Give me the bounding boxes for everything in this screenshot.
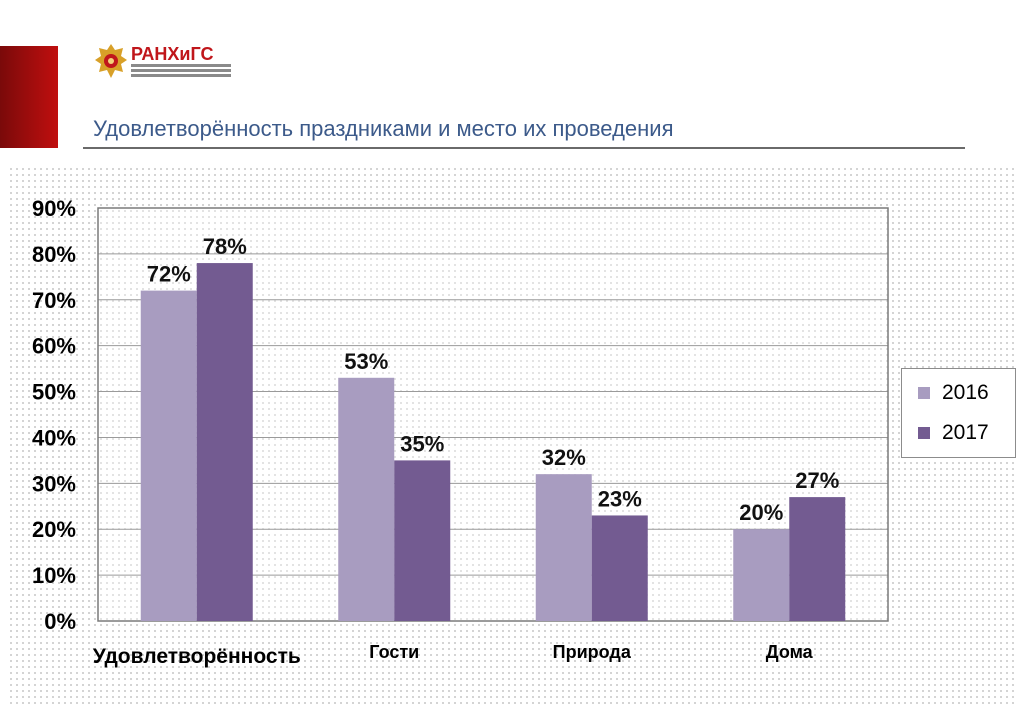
emblem-icon (95, 44, 127, 78)
data-label: 32% (542, 445, 586, 470)
bar (733, 529, 790, 621)
y-tick-label: 0% (44, 609, 76, 634)
y-tick-label: 90% (32, 196, 76, 221)
bar (535, 474, 592, 621)
y-tick-label: 50% (32, 380, 76, 405)
legend-swatch-2017 (918, 427, 930, 439)
accent-bar (0, 46, 58, 148)
plot-border (97, 207, 889, 622)
legend-label-2017: 2017 (942, 421, 989, 444)
y-tick-label: 10% (32, 563, 76, 588)
y-tick-label: 40% (32, 425, 76, 450)
title-divider (83, 147, 965, 149)
y-tick-label: 80% (32, 242, 76, 267)
bar (140, 290, 197, 621)
data-label: 35% (400, 431, 444, 456)
y-tick-label: 20% (32, 517, 76, 542)
legend-swatch-2016 (918, 387, 930, 399)
y-tick-label: 30% (32, 471, 76, 496)
chart-legend: 2016 2017 (901, 368, 1016, 458)
data-label: 78% (203, 234, 247, 259)
bar (338, 377, 395, 621)
data-label: 27% (795, 468, 839, 493)
x-tick-label: Природа (553, 642, 632, 662)
data-label: 72% (147, 262, 191, 287)
logo: РАНХиГС (93, 42, 243, 82)
data-label: 20% (739, 500, 783, 525)
bar (591, 515, 648, 621)
logo-subtitle (131, 64, 231, 79)
bar (789, 497, 846, 621)
x-tick-label: Дома (766, 642, 814, 662)
y-tick-label: 70% (32, 288, 76, 313)
x-tick-label: Гости (369, 642, 419, 662)
logo-name: РАНХиГС (131, 44, 214, 64)
bar (394, 460, 451, 621)
bar (196, 263, 253, 621)
data-label: 23% (598, 486, 642, 511)
x-tick-label: Удовлетворённость (93, 645, 301, 668)
legend-label-2016: 2016 (942, 381, 989, 404)
y-tick-label: 60% (32, 334, 76, 359)
data-label: 53% (344, 349, 388, 374)
page-title: Удовлетворённость праздниками и место их… (93, 116, 674, 141)
